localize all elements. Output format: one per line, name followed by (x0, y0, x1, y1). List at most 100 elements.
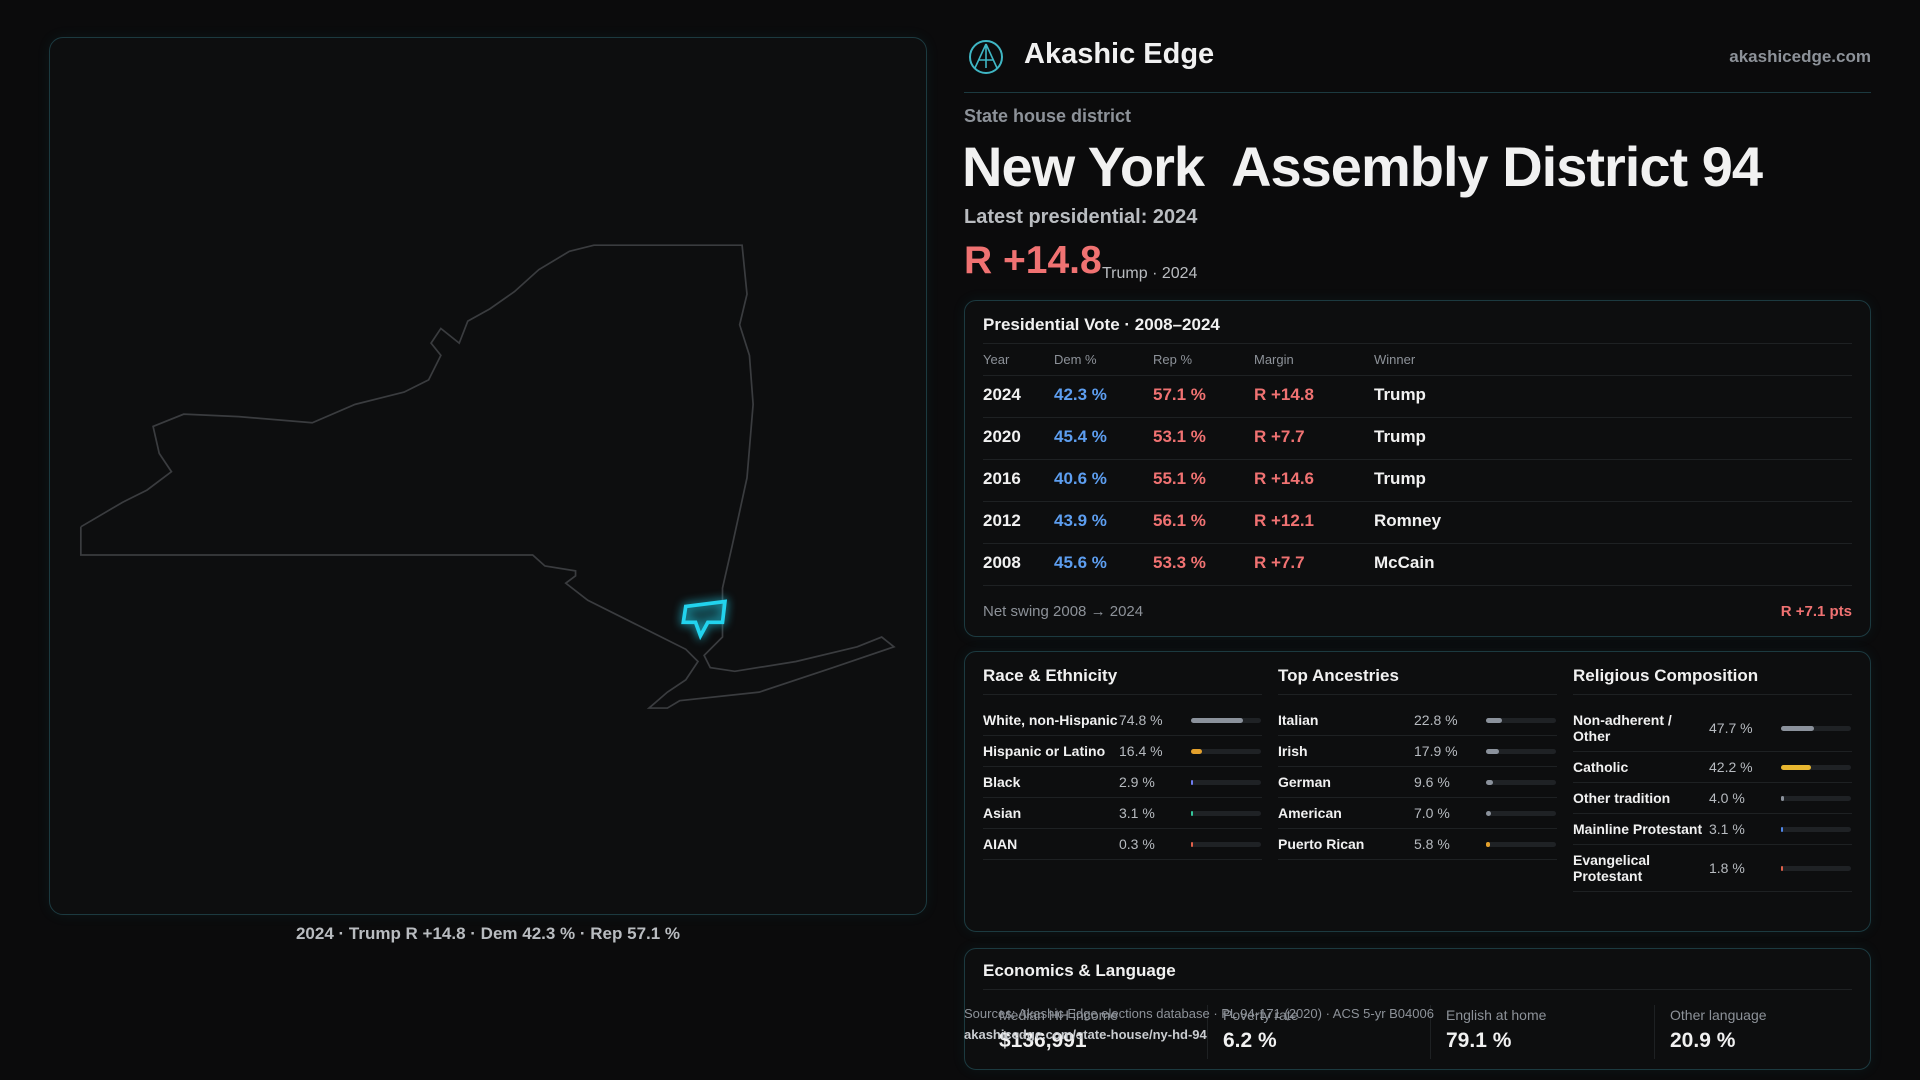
stat-row: Black 2.9 % (983, 767, 1262, 798)
bar (1781, 795, 1784, 801)
bar-track (1486, 841, 1556, 847)
map (79, 244, 896, 709)
table-cell: R +14.8 (1254, 385, 1315, 404)
stat-row: Catholic 42.2 % (1573, 752, 1852, 783)
district-name: New York Assembly District 94 (962, 135, 1763, 198)
table-cell: R +12.1 (1254, 511, 1315, 530)
stat-value: 22.8 % (1414, 712, 1458, 728)
latest-label: Latest presidential: 2024 (964, 206, 1198, 228)
divider (1430, 1005, 1431, 1059)
econ-value: 79.1 % (1446, 1029, 1512, 1052)
bar (1486, 841, 1491, 847)
stat-label: Catholic (1573, 759, 1629, 775)
stat-value: 0.3 % (1119, 836, 1155, 852)
stat-value: 2.9 % (1119, 774, 1155, 790)
map-panel (49, 37, 927, 915)
table-cell: 2012 (983, 511, 1021, 530)
bar (1191, 810, 1194, 816)
district-highlight (681, 599, 728, 641)
econ-value: 20.9 % (1670, 1029, 1736, 1052)
column-header: Rep % (1153, 352, 1193, 367)
divider (1278, 694, 1557, 695)
stat-row: Evangelical Protestant 1.8 % (1573, 845, 1852, 892)
table-cell: 2008 (983, 553, 1021, 572)
demographics-card: Race & Ethnicity White, non-Hispanic 74.8 … (964, 651, 1871, 932)
stat-row: Other tradition 4.0 % (1573, 783, 1852, 814)
stat-row: Asian 3.1 % (983, 798, 1262, 829)
stat-value: 17.9 % (1414, 743, 1458, 759)
row-divider (983, 501, 1852, 502)
divider (964, 92, 1871, 93)
econ-label: Other language (1670, 1007, 1767, 1023)
stat-value: 16.4 % (1119, 743, 1163, 759)
table-cell: 42.3 % (1054, 385, 1107, 404)
economics-card: Economics & Language Median HH income $13… (964, 948, 1871, 1070)
table-cell: 53.3 % (1153, 553, 1206, 572)
bar (1191, 717, 1244, 723)
bar-track (1486, 779, 1556, 785)
table-cell: 56.1 % (1153, 511, 1206, 530)
stat-value: 1.8 % (1709, 860, 1745, 876)
bar-track (1191, 779, 1261, 785)
bar (1191, 841, 1193, 847)
bar (1781, 764, 1811, 770)
stat-label: Black (983, 774, 1021, 790)
stat-label: White, non-Hispanic (983, 712, 1118, 728)
table-cell: Trump (1374, 385, 1426, 404)
bar-track (1781, 865, 1851, 871)
row-divider (983, 417, 1852, 418)
stat-row: Irish 17.9 % (1278, 736, 1557, 767)
brand-logo (969, 40, 1003, 74)
stat-label: Other tradition (1573, 790, 1671, 806)
bar-track (1191, 717, 1261, 723)
table-cell: Trump (1374, 469, 1426, 488)
divider (983, 375, 1852, 376)
stat-label: Evangelical Protestant (1573, 852, 1651, 884)
stat-label: Asian (983, 805, 1022, 821)
table-cell: 53.1 % (1153, 427, 1206, 446)
table-cell: 57.1 % (1153, 385, 1206, 404)
bar (1486, 810, 1491, 816)
bar-track (1486, 810, 1556, 816)
site-link[interactable]: akashicedge.com (1729, 47, 1871, 66)
divider (983, 343, 1852, 344)
stat-value: 5.8 % (1414, 836, 1450, 852)
econ-item: Other language 20.9 % (1670, 1007, 1767, 1053)
footer-sources: Sources: Akashic Edge elections database… (964, 1006, 1434, 1021)
stat-label: American (1278, 805, 1342, 821)
bar (1781, 865, 1783, 871)
bar-track (1781, 764, 1851, 770)
bar (1486, 748, 1499, 754)
swing-value: R +7.1 pts (1780, 603, 1852, 620)
econ-label: Median HH income (999, 1007, 1119, 1023)
stat-label: Irish (1278, 743, 1308, 759)
bar (1191, 779, 1194, 785)
column-header: Margin (1254, 352, 1294, 367)
stat-row: Puerto Rican 5.8 % (1278, 829, 1557, 860)
stat-label: German (1278, 774, 1331, 790)
stat-value: 47.7 % (1709, 720, 1753, 736)
stat-row: Mainline Protestant 3.1 % (1573, 814, 1852, 845)
divider (1207, 1005, 1208, 1059)
table-cell: 2016 (983, 469, 1021, 488)
table-cell: R +7.7 (1254, 427, 1305, 446)
stat-row: Italian 22.8 % (1278, 705, 1557, 736)
divider (1573, 694, 1852, 695)
divider (983, 989, 1852, 990)
econ-item: Poverty rate 6.2 % (1223, 1007, 1298, 1053)
stat-row: Non-adherent / Other 47.7 % (1573, 705, 1852, 752)
bar-track (1486, 748, 1556, 754)
brand-name: Akashic Edge (1024, 38, 1215, 70)
econ-item: English at home 79.1 % (1446, 1007, 1546, 1053)
table-cell: R +14.6 (1254, 469, 1315, 488)
econ-value: 6.2 % (1223, 1029, 1277, 1052)
footer-url[interactable]: akashicedge.com/state-house/ny-hd-94 (964, 1027, 1207, 1042)
row-divider (983, 459, 1852, 460)
bar (1486, 717, 1502, 723)
row-divider (983, 585, 1852, 586)
section-title: Top Ancestries (1278, 666, 1399, 685)
section-list: White, non-Hispanic 74.8 % Hispanic or Lat… (983, 705, 1262, 860)
bar-track (1486, 717, 1556, 723)
econ-value: $136,991 (999, 1029, 1087, 1052)
